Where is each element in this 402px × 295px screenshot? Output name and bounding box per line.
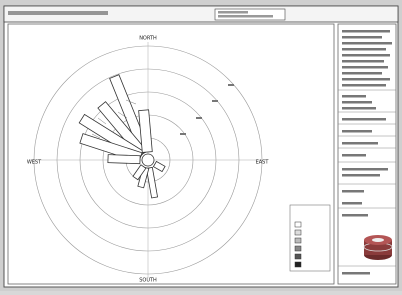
info-box: [215, 9, 285, 20]
compass-north: NORTH: [139, 36, 157, 42]
info-line: [218, 11, 248, 14]
info-line: [218, 15, 273, 18]
title-text-placeholder: [8, 11, 108, 15]
compass-west: WEST: [27, 160, 42, 166]
compass-south: SOUTH: [139, 278, 157, 284]
calm-circle: [142, 154, 154, 166]
compass-east: EAST: [256, 160, 270, 166]
app-window: NORTH SOUTH WEST EAST: [0, 0, 402, 291]
stack-icon: [364, 235, 392, 260]
